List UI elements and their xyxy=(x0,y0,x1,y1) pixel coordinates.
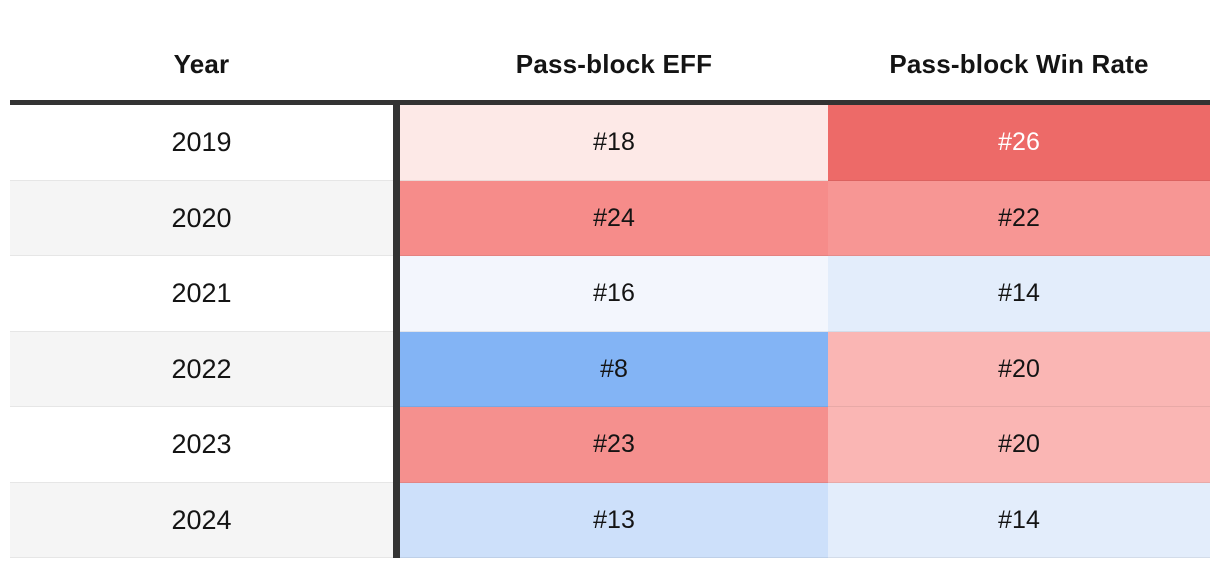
pass-block-eff-cell: #16 xyxy=(400,256,828,332)
table-row: 2022 #8 #20 xyxy=(10,331,1210,407)
pass-block-win-rate-cell: #14 xyxy=(828,482,1210,558)
table-body: 2019 #18 #26 2020 #24 #22 2021 #16 #14 2022 #8 #20 2… xyxy=(10,105,1210,558)
year-cell: 2024 xyxy=(10,482,393,558)
column-header-year: Year xyxy=(173,48,230,79)
column-divider xyxy=(393,256,400,332)
pass-block-win-rate-cell: #20 xyxy=(828,331,1210,407)
year-cell: 2021 xyxy=(10,256,393,332)
pass-block-eff-cell: #23 xyxy=(400,407,828,483)
pass-block-win-rate-cell: #22 xyxy=(828,180,1210,256)
column-divider xyxy=(393,105,400,181)
pass-block-win-rate-cell: #14 xyxy=(828,256,1210,332)
heatmap-table: Year Pass-block EFF Pass-block Win Rate … xyxy=(10,0,1210,558)
pass-block-win-rate-cell: #26 xyxy=(828,105,1210,181)
pass-block-eff-cell: #18 xyxy=(400,105,828,181)
table-row: 2019 #18 #26 xyxy=(10,105,1210,181)
pass-block-win-rate-cell: #20 xyxy=(828,407,1210,483)
column-divider xyxy=(393,331,400,407)
table-row: 2023 #23 #20 xyxy=(10,407,1210,483)
year-cell: 2022 xyxy=(10,331,393,407)
column-divider xyxy=(393,482,400,558)
column-header-pass-block-eff: Pass-block EFF xyxy=(515,48,713,79)
table-row: 2021 #16 #14 xyxy=(10,256,1210,332)
table-row: 2020 #24 #22 xyxy=(10,180,1210,256)
header-rule xyxy=(10,100,1210,105)
year-cell: 2019 xyxy=(10,105,393,181)
year-cell: 2023 xyxy=(10,407,393,483)
column-header-pass-block-win-rate: Pass-block Win Rate xyxy=(889,48,1149,79)
year-cell: 2020 xyxy=(10,180,393,256)
pass-block-eff-cell: #24 xyxy=(400,180,828,256)
column-divider xyxy=(393,407,400,483)
table-row: 2024 #13 #14 xyxy=(10,482,1210,558)
column-divider xyxy=(393,180,400,256)
pass-block-eff-cell: #8 xyxy=(400,331,828,407)
table-header: Year Pass-block EFF Pass-block Win Rate xyxy=(10,0,1210,100)
pass-block-eff-cell: #13 xyxy=(400,482,828,558)
